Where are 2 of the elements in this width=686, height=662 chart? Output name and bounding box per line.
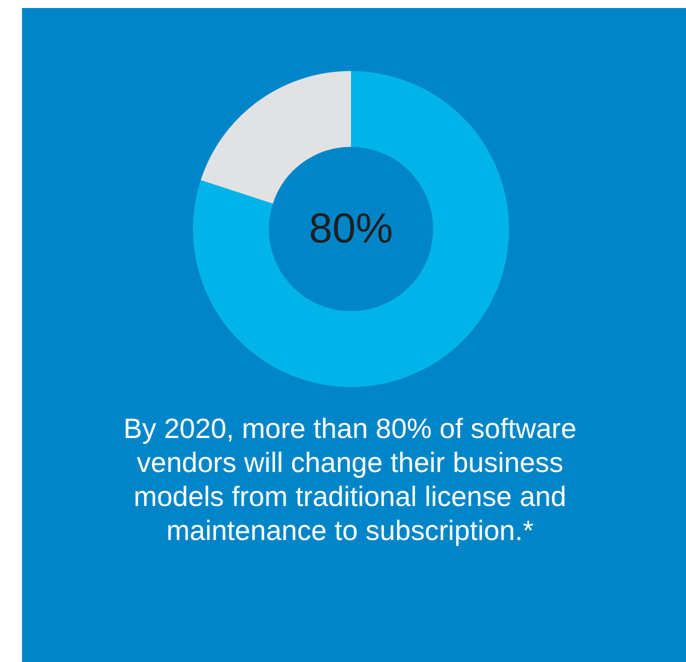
text: 80%	[308, 204, 394, 252]
text: By 2020, more than 80% of software vendors will change their business models from traditional license and maintenance to subscription.*	[122, 412, 578, 548]
